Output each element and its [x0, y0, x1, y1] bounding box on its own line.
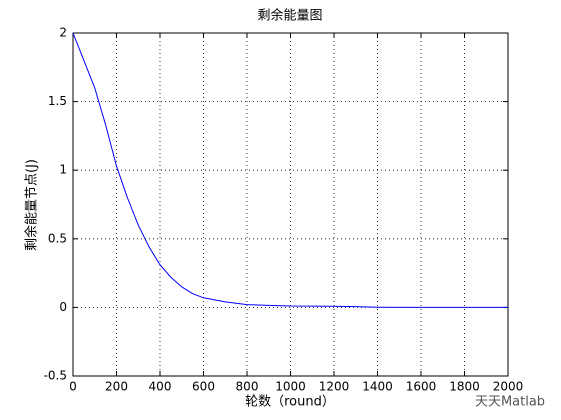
x-tick-label: 1800 — [449, 380, 480, 394]
x-axis-label: 轮数（round） — [245, 395, 335, 410]
x-tick-label: 1000 — [275, 380, 306, 394]
y-tick-label: 1 — [59, 163, 67, 177]
x-tick-label: 1400 — [362, 380, 393, 394]
y-tick-label: -0.5 — [44, 369, 67, 383]
y-tick-label: 2 — [59, 26, 67, 40]
x-tick-label: 800 — [236, 380, 259, 394]
x-tick-label: 1200 — [319, 380, 350, 394]
x-tick-label: 600 — [192, 380, 215, 394]
x-tick-label: 1600 — [406, 380, 437, 394]
y-axis-label: 剩余能量节点(J) — [24, 159, 40, 251]
chart-title: 剩余能量图 — [257, 8, 322, 24]
x-tick-label: 0 — [69, 380, 77, 394]
y-tick-label: 0.5 — [48, 231, 67, 245]
plot-frame — [72, 32, 509, 377]
data-line — [72, 32, 508, 308]
watermark: 天天Matlab — [475, 395, 545, 410]
x-tick-label: 2000 — [493, 380, 524, 394]
y-tick-label: 0 — [59, 300, 67, 314]
x-tick-label: 200 — [105, 380, 128, 394]
x-tick-label: 400 — [149, 380, 172, 394]
y-tick-label: 1.5 — [48, 94, 67, 108]
